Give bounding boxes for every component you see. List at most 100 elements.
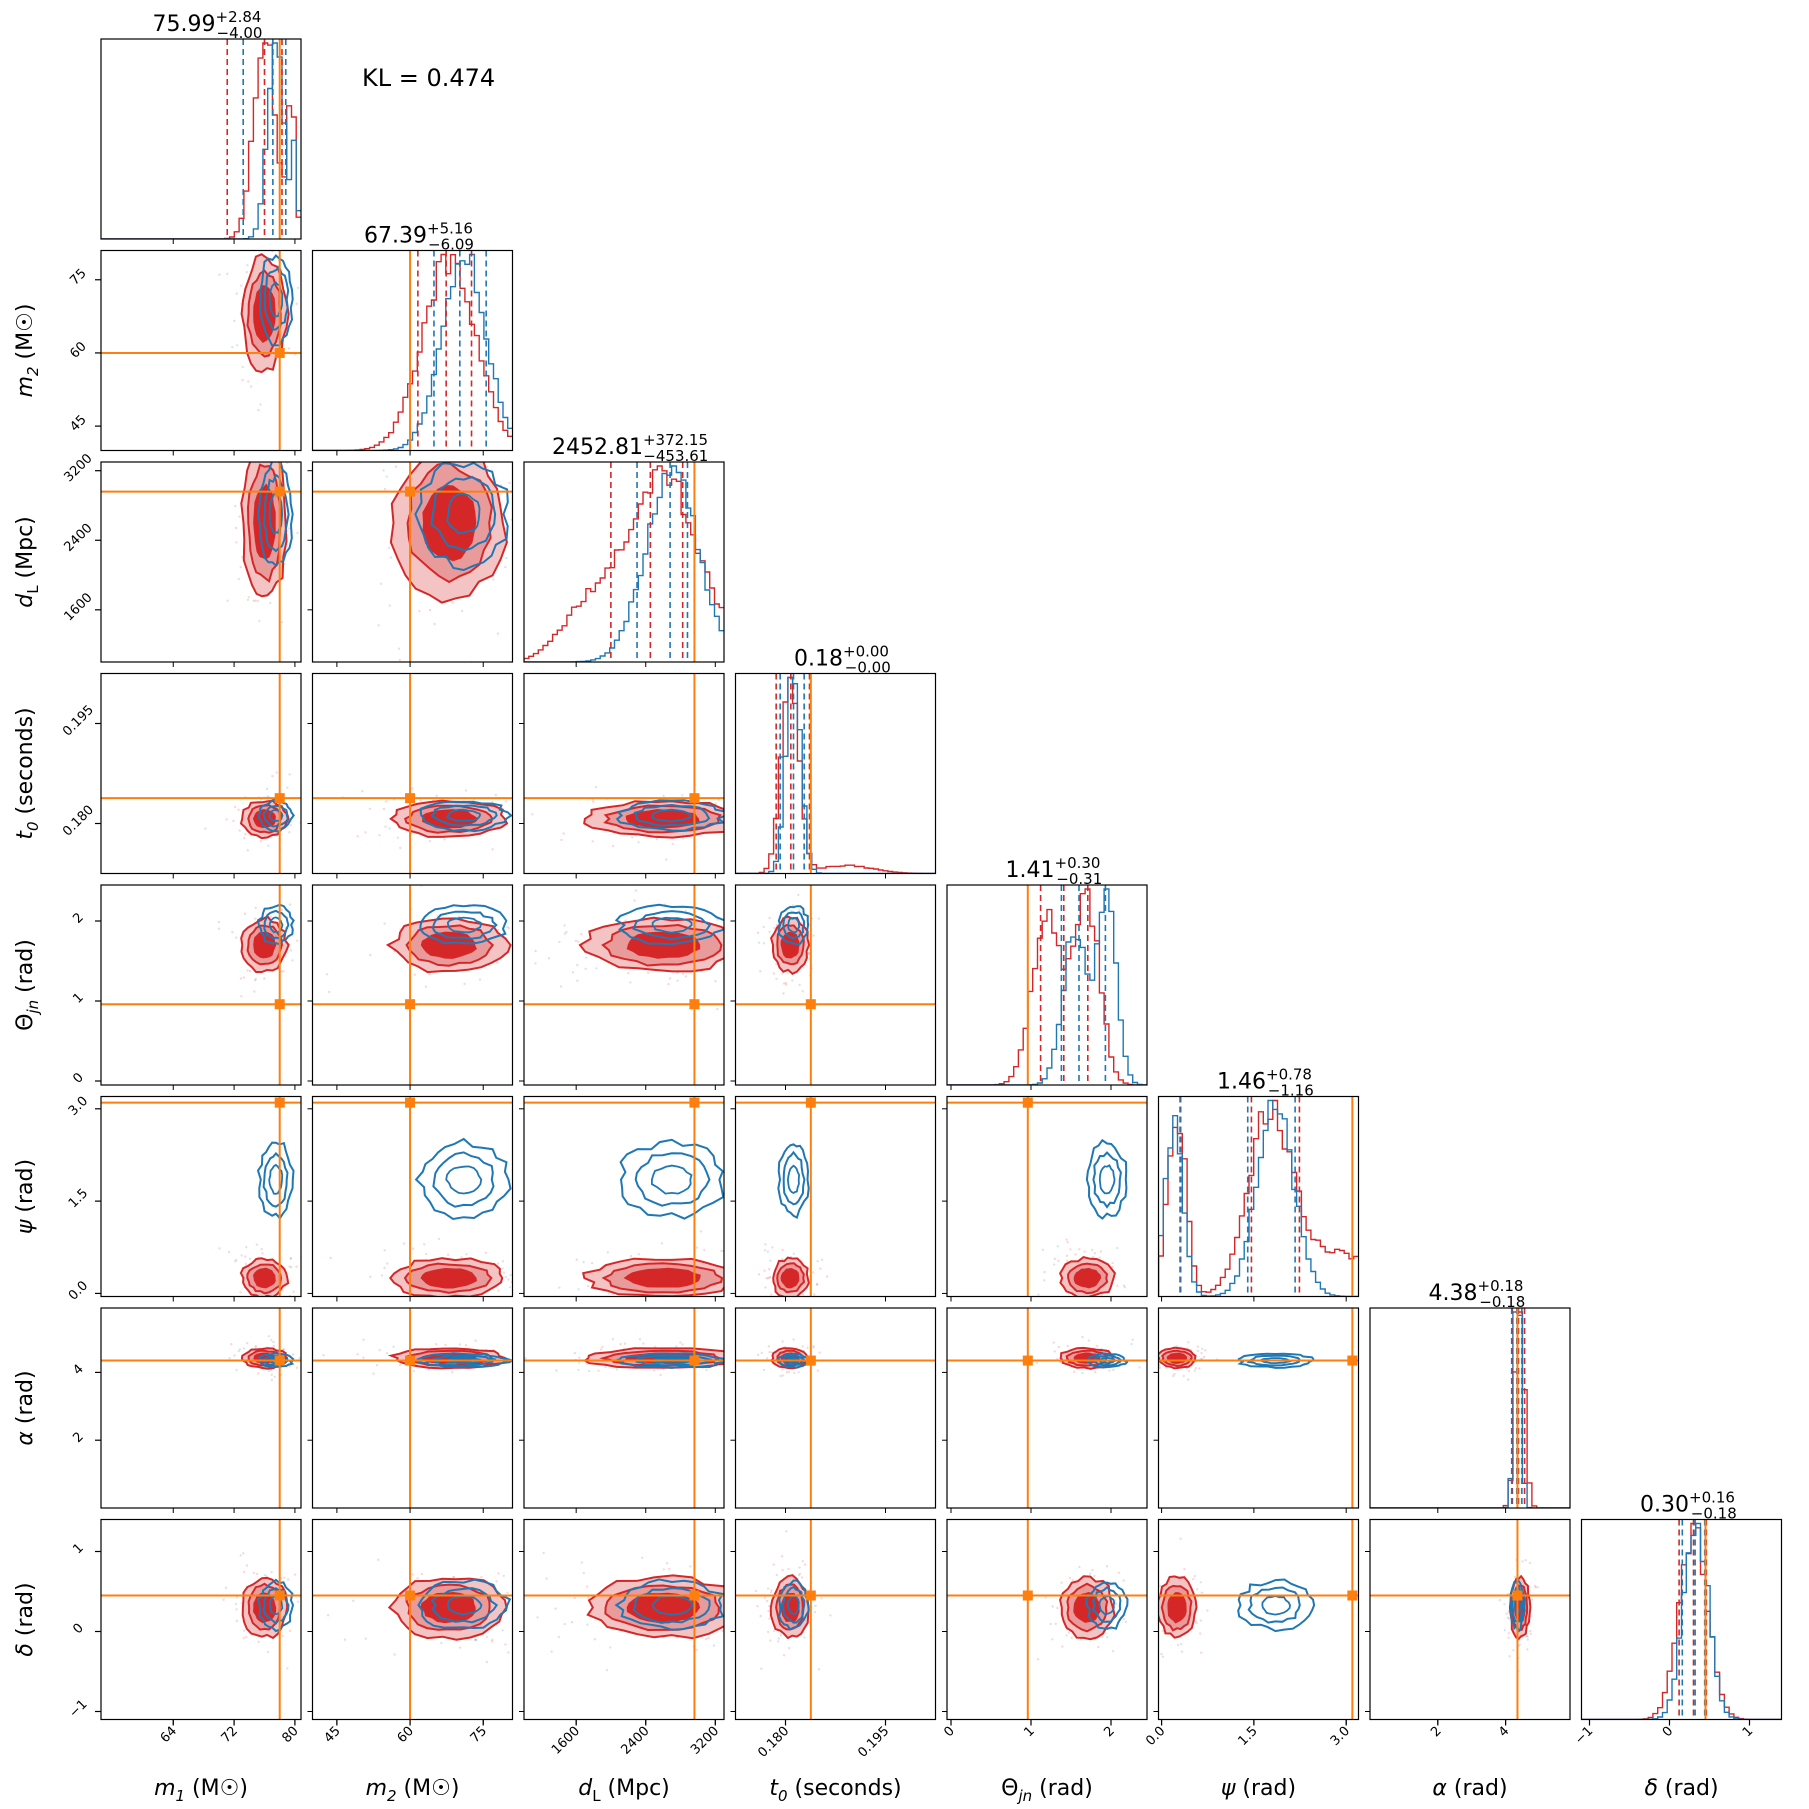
- x-tick-label: 3200: [688, 1724, 722, 1758]
- red-histogram: [947, 888, 1147, 1085]
- panel-frame: [100, 1095, 302, 1298]
- sample-point: [763, 1269, 766, 1272]
- sample-point: [226, 272, 229, 275]
- sample-point: [545, 1577, 548, 1580]
- sample-point: [356, 835, 359, 838]
- panel-alpha-vs-theta: [947, 1308, 1147, 1508]
- sample-point: [282, 970, 285, 973]
- x-tick-label: 0.195: [855, 1724, 892, 1761]
- sample-point: [1195, 1621, 1198, 1625]
- sample-point: [1100, 1293, 1104, 1297]
- sample-point: [508, 481, 511, 485]
- y-tick-label: 60: [67, 339, 89, 361]
- y-tick-label: 45: [67, 412, 89, 434]
- sample-point: [433, 622, 436, 626]
- sample-point: [382, 469, 385, 472]
- sample-point: [254, 1345, 257, 1348]
- sample-point: [786, 972, 789, 975]
- panel-frame: [734, 1095, 937, 1298]
- sample-point: [1156, 1353, 1158, 1355]
- sample-point: [1094, 1370, 1097, 1374]
- sample-point: [752, 1265, 754, 1267]
- panel-alpha-vs-m1: [101, 1308, 301, 1508]
- sample-point: [234, 1258, 238, 1262]
- sample-point: [1087, 1339, 1091, 1342]
- sample-point: [1056, 1245, 1060, 1248]
- panel-delta-vs-m1: [101, 1519, 301, 1720]
- hist-title-minus-m2: −6.09: [428, 236, 474, 254]
- sample-point: [784, 1313, 786, 1315]
- sample-point: [1061, 1645, 1064, 1648]
- sample-point: [423, 1243, 426, 1246]
- sample-point: [1095, 1344, 1099, 1348]
- sample-point: [388, 604, 391, 607]
- x-tick-label: 2400: [619, 1724, 653, 1758]
- sample-point: [586, 1623, 589, 1626]
- sample-point: [781, 1340, 784, 1343]
- blue-contour-inner: [445, 1165, 483, 1195]
- panel-alpha-vs-m2: [312, 1308, 513, 1508]
- sample-point: [1506, 1616, 1510, 1619]
- sample-point: [819, 1267, 822, 1270]
- sample-point: [424, 985, 428, 988]
- sample-point: [767, 1587, 770, 1590]
- sample-point: [515, 1576, 517, 1578]
- red-contour-inner: [1166, 1352, 1188, 1364]
- x-tick-label: 3.0: [1328, 1724, 1353, 1749]
- panel-m2-vs-m1: [101, 250, 301, 451]
- sample-point: [812, 934, 815, 937]
- sample-point: [797, 1371, 800, 1374]
- sample-point: [631, 836, 634, 839]
- sample-point: [796, 1320, 798, 1322]
- sample-point: [524, 1357, 527, 1360]
- sample-point: [254, 599, 257, 602]
- sample-point: [791, 979, 794, 982]
- hist-title-m1: 75.99+2.84: [153, 8, 262, 37]
- sample-point: [443, 838, 446, 841]
- sample-point: [671, 842, 674, 846]
- sample-point: [1072, 1370, 1076, 1374]
- y-tick-label: 1.5: [66, 1186, 91, 1211]
- sample-point: [766, 1630, 770, 1634]
- sample-point: [1153, 1644, 1155, 1646]
- sample-point: [769, 1259, 772, 1262]
- sample-point: [484, 1251, 487, 1255]
- sample-point: [1192, 1577, 1195, 1581]
- sample-point: [1111, 1261, 1114, 1265]
- sample-point: [606, 1251, 609, 1254]
- sample-point: [398, 1363, 402, 1367]
- sample-point: [619, 1343, 622, 1346]
- sample-point: [1049, 1622, 1052, 1626]
- sample-point: [514, 1636, 516, 1638]
- sample-point: [651, 1302, 653, 1304]
- sample-point: [1093, 1252, 1097, 1255]
- sample-point: [766, 1277, 770, 1280]
- hist-title-delta: 0.30+0.16: [1640, 1489, 1735, 1518]
- sample-point: [767, 1604, 771, 1608]
- sample-point: [289, 1257, 293, 1260]
- sample-point: [502, 1271, 506, 1274]
- sample-point: [507, 1278, 510, 1281]
- blue-contour-inner: [446, 916, 482, 934]
- sample-point: [736, 1565, 738, 1567]
- sample-point: [798, 1566, 801, 1569]
- sample-point: [281, 1634, 284, 1638]
- sample-point: [1114, 1602, 1118, 1606]
- sample-point: [1091, 1255, 1095, 1259]
- sample-point: [1180, 1650, 1184, 1653]
- sample-point: [781, 1258, 784, 1261]
- hist-title-theta: 1.41+0.30: [1006, 854, 1101, 883]
- x-axis-label-psi: ψ (rad): [1221, 1776, 1296, 1801]
- sample-point: [240, 284, 243, 287]
- sample-point: [1182, 1374, 1185, 1378]
- sample-point: [770, 1589, 773, 1592]
- sample-point: [1070, 1636, 1074, 1640]
- sample-point: [1526, 1648, 1529, 1651]
- sample-point: [458, 1646, 462, 1649]
- sample-point: [771, 1246, 774, 1249]
- sample-point: [204, 827, 207, 830]
- sample-point: [257, 1372, 260, 1375]
- sample-point: [504, 1643, 507, 1646]
- sample-point: [726, 1251, 728, 1253]
- sample-point: [607, 1292, 610, 1295]
